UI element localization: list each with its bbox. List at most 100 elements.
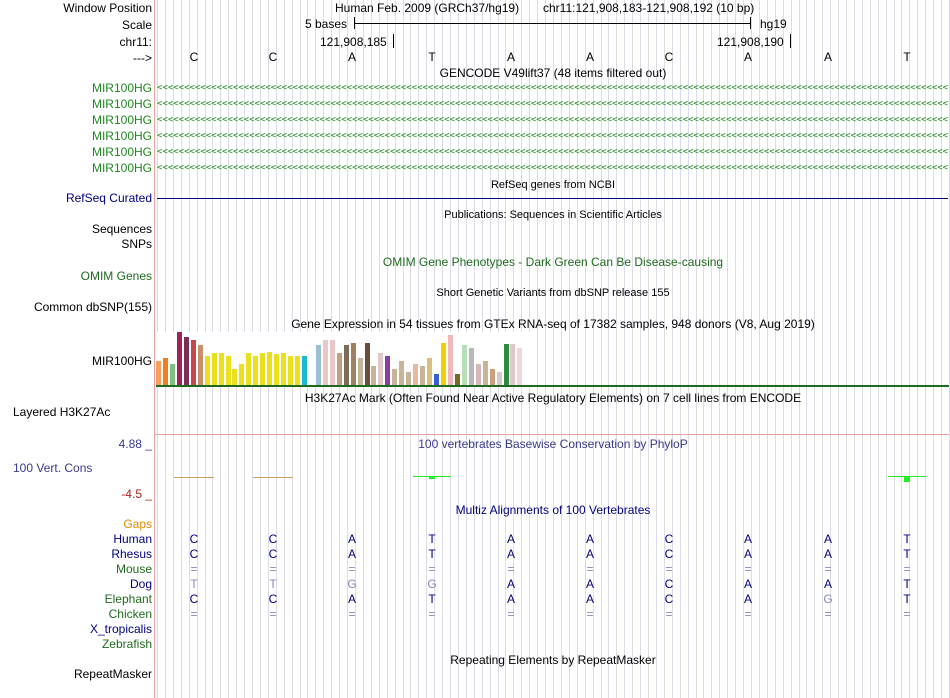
multiz-species-label[interactable]: Dog — [129, 577, 152, 591]
repeatmasker-track-title[interactable]: Repeating Elements by RepeatMasker — [450, 653, 656, 667]
gtex-tissue-bar[interactable] — [350, 343, 356, 385]
gtex-tissue-bar[interactable] — [162, 358, 168, 385]
gtex-tissue-bar[interactable] — [378, 353, 384, 385]
gtex-gene-label[interactable]: MIR100HG — [91, 354, 152, 368]
gtex-tissue-bar[interactable] — [295, 356, 300, 385]
publications-snps-label[interactable]: SNPs — [121, 237, 152, 251]
gtex-tissue-bar[interactable] — [183, 337, 189, 385]
phylop-track-title[interactable]: 100 vertebrates Basewise Conservation by… — [418, 437, 688, 451]
gtex-tissue-bar[interactable] — [190, 340, 196, 385]
gtex-tissue-bar[interactable] — [336, 353, 342, 385]
multiz-species-label[interactable]: Mouse — [115, 562, 152, 576]
gencode-gene-strand[interactable]: <<<<<<<<<<<<<<<<<<<<<<<<<<<<<<<<<<<<<<<<… — [157, 132, 948, 141]
repeatmasker-track-label[interactable]: RepeatMasker — [73, 667, 152, 681]
refseq-track-label[interactable]: RefSeq Curated — [65, 191, 152, 205]
omim-track-title[interactable]: OMIM Gene Phenotypes - Dark Green Can Be… — [382, 255, 724, 269]
gencode-gene-strand[interactable]: <<<<<<<<<<<<<<<<<<<<<<<<<<<<<<<<<<<<<<<<… — [157, 116, 948, 125]
gencode-gene-label[interactable]: MIR100HG — [91, 161, 152, 175]
gtex-tissue-bar[interactable] — [204, 356, 210, 385]
gtex-tissue-bar[interactable] — [176, 332, 182, 385]
coord-left-tick — [393, 34, 394, 48]
gtex-tissue-bar[interactable] — [510, 344, 516, 385]
phylop-value-bar[interactable] — [429, 476, 435, 479]
gtex-tissue-bar[interactable] — [482, 361, 488, 385]
gtex-tissue-bar[interactable] — [489, 369, 495, 385]
multiz-species-label[interactable]: Chicken — [108, 607, 152, 621]
gtex-tissue-bar[interactable] — [517, 348, 523, 385]
gtex-tissue-bar[interactable] — [440, 343, 446, 385]
phylop-value-mark[interactable] — [174, 477, 214, 478]
multiz-track-title[interactable]: Multiz Alignments of 100 Vertebrates — [455, 503, 651, 517]
h3k27ac-track-title[interactable]: H3K27Ac Mark (Often Found Near Active Re… — [304, 391, 802, 405]
gtex-tissue-bar[interactable] — [329, 340, 335, 385]
multiz-species-label[interactable]: Elephant — [104, 592, 152, 606]
dbsnp-track-title[interactable]: Short Genetic Variants from dbSNP releas… — [436, 287, 670, 299]
gtex-tissue-bar[interactable] — [385, 356, 391, 385]
gtex-tissue-bar[interactable] — [281, 353, 287, 385]
gtex-tissue-bar[interactable] — [225, 356, 231, 385]
gtex-tissue-bar[interactable] — [468, 348, 474, 385]
gtex-tissue-bar[interactable] — [427, 358, 433, 385]
gtex-tissue-bar[interactable] — [503, 344, 509, 385]
gtex-tissue-bar[interactable] — [447, 335, 453, 385]
gtex-tissue-bar[interactable] — [288, 356, 294, 385]
gtex-tissue-bar[interactable] — [156, 361, 161, 385]
grid-line — [537, 0, 538, 698]
gencode-gene-label[interactable]: MIR100HG — [91, 81, 152, 95]
gtex-tissue-bar[interactable] — [211, 353, 217, 385]
omim-track-label[interactable]: OMIM Genes — [80, 269, 152, 283]
gtex-tissue-bar[interactable] — [260, 353, 266, 385]
phylop-value-mark[interactable] — [253, 477, 293, 478]
multiz-species-label[interactable]: Rhesus — [111, 547, 152, 561]
gtex-tissue-bar[interactable] — [454, 374, 460, 385]
gencode-gene-label[interactable]: MIR100HG — [91, 113, 152, 127]
gtex-tissue-bar[interactable] — [420, 366, 426, 385]
gencode-gene-strand[interactable]: <<<<<<<<<<<<<<<<<<<<<<<<<<<<<<<<<<<<<<<<… — [157, 84, 948, 93]
gtex-tissue-bar[interactable] — [371, 366, 377, 385]
publications-track-title[interactable]: Publications: Sequences in Scientific Ar… — [444, 209, 662, 221]
gencode-gene-strand[interactable]: <<<<<<<<<<<<<<<<<<<<<<<<<<<<<<<<<<<<<<<<… — [157, 148, 948, 157]
gencode-gene-strand[interactable]: <<<<<<<<<<<<<<<<<<<<<<<<<<<<<<<<<<<<<<<<… — [157, 164, 948, 173]
grid-line — [886, 0, 887, 698]
refseq-gene-line[interactable] — [157, 198, 948, 199]
multiz-base: = — [507, 562, 515, 576]
gtex-tissue-bar[interactable] — [343, 345, 349, 385]
h3k27ac-track-label[interactable]: Layered H3K27Ac — [13, 405, 111, 419]
multiz-species-label[interactable]: Zebrafish — [101, 637, 152, 651]
refseq-track-title[interactable]: RefSeq genes from NCBI — [490, 179, 616, 191]
multiz-species-label[interactable]: X_tropicalis — [89, 622, 152, 636]
dbsnp-track-label[interactable]: Common dbSNP(155) — [33, 300, 152, 314]
gtex-tissue-bar[interactable] — [315, 345, 321, 385]
gtex-tissue-bar[interactable] — [301, 356, 307, 385]
gtex-tissue-bar[interactable] — [218, 353, 224, 385]
gtex-tissue-bar[interactable] — [413, 364, 419, 385]
gtex-tissue-bar[interactable] — [197, 345, 203, 385]
gencode-gene-label[interactable]: MIR100HG — [91, 145, 152, 159]
gtex-tissue-bar[interactable] — [274, 354, 280, 385]
gtex-tissue-bar[interactable] — [392, 369, 398, 385]
gtex-tissue-bar[interactable] — [475, 364, 481, 385]
gtex-tissue-bar[interactable] — [267, 352, 273, 385]
gtex-tissue-bar[interactable] — [246, 353, 252, 385]
gencode-gene-label[interactable]: MIR100HG — [91, 97, 152, 111]
gtex-tissue-bar[interactable] — [253, 356, 259, 385]
gtex-tissue-bar[interactable] — [239, 364, 245, 385]
gtex-tissue-bar[interactable] — [357, 358, 363, 385]
phylop-track-label[interactable]: 100 Vert. Cons — [13, 461, 93, 475]
phylop-value-bar[interactable] — [904, 476, 910, 482]
gtex-tissue-bar[interactable] — [496, 372, 502, 385]
gtex-tissue-bar[interactable] — [406, 372, 412, 385]
gtex-tissue-bar[interactable] — [322, 340, 328, 385]
gtex-tissue-bar[interactable] — [399, 361, 405, 385]
gtex-tissue-bar[interactable] — [364, 343, 370, 385]
gencode-gene-strand[interactable]: <<<<<<<<<<<<<<<<<<<<<<<<<<<<<<<<<<<<<<<<… — [157, 100, 948, 109]
gencode-track-title[interactable]: GENCODE V49lift37 (48 items filtered out… — [439, 66, 667, 80]
publications-sequences-label[interactable]: Sequences — [91, 222, 152, 236]
gtex-tissue-bar[interactable] — [169, 364, 175, 385]
gtex-track-title[interactable]: Gene Expression in 54 tissues from GTEx … — [291, 317, 815, 331]
gtex-tissue-bar[interactable] — [434, 374, 439, 385]
gtex-tissue-bar[interactable] — [232, 369, 238, 385]
gencode-gene-label[interactable]: MIR100HG — [91, 129, 152, 143]
gtex-tissue-bar[interactable] — [461, 345, 467, 385]
multiz-species-label[interactable]: Human — [113, 532, 152, 546]
